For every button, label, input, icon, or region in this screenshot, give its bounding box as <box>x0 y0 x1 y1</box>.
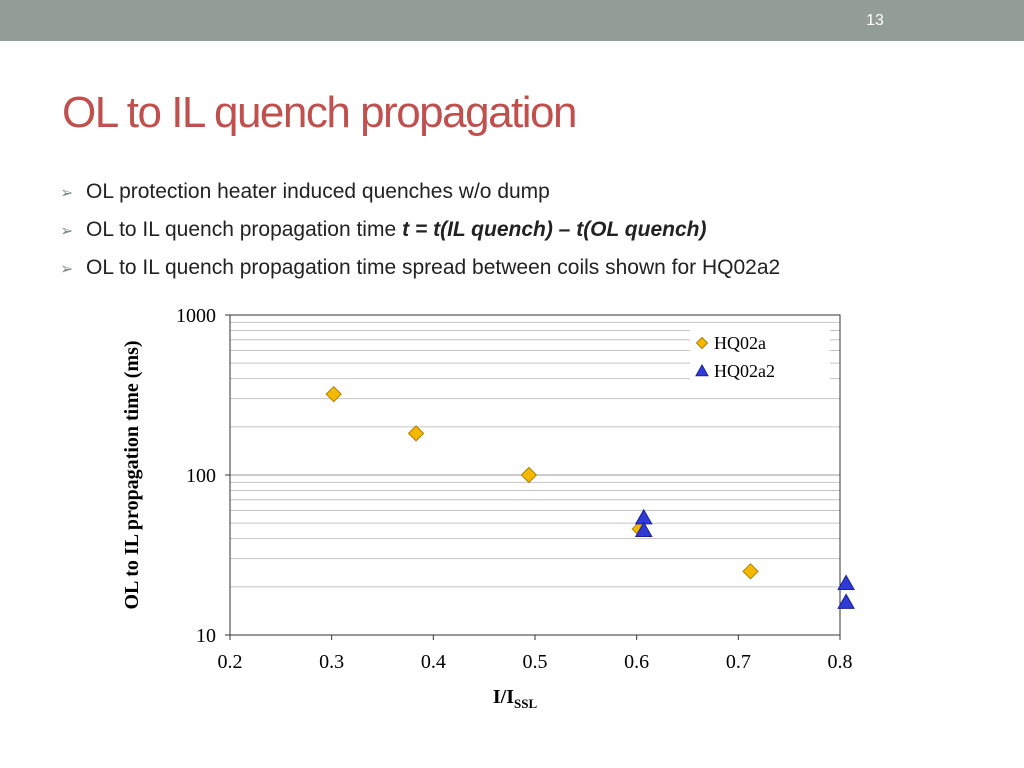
x-tick-label: 0.3 <box>319 651 344 673</box>
x-tick-label: 0.2 <box>218 651 243 673</box>
data-point <box>520 466 538 484</box>
bullet-item: ➢ OL to IL quench propagation time t = t… <box>60 218 786 256</box>
x-axis-label-subscript: SSL <box>514 696 537 710</box>
series-layer <box>325 385 855 609</box>
bullet-formula: t = t(IL quench) – t(OL quench) <box>402 218 707 241</box>
x-tick-label: 0.5 <box>523 651 548 673</box>
data-point <box>837 574 855 590</box>
bullet-text: OL protection heater induced quenches w/… <box>86 180 550 203</box>
legend-label: HQ02a2 <box>714 361 775 381</box>
data-point <box>634 521 653 537</box>
y-axis-label: OL to IL propagation time (ms) <box>121 340 143 609</box>
data-point <box>407 425 425 442</box>
y-tick-label: 10 <box>196 625 216 647</box>
top-bar <box>0 0 1024 41</box>
bullet-item: ➢ OL protection heater induced quenches … <box>60 180 786 218</box>
arrow-bullet-icon: ➢ <box>60 223 74 240</box>
legend-diamond-icon <box>695 336 709 350</box>
legend-triangle-icon <box>695 363 709 377</box>
tick-layer: 10 100 1000 0.2 0.3 0.4 0.5 0.6 0.7 0.8 <box>176 305 853 673</box>
data-point <box>742 563 759 580</box>
legend: HQ02a HQ02a2 <box>690 325 830 387</box>
x-axis-label: I/ISSL <box>493 686 538 710</box>
series-hq02a2 <box>634 508 855 609</box>
y-tick-label: 100 <box>186 465 216 487</box>
y-tick-label: 1000 <box>176 305 216 327</box>
data-point <box>325 385 342 403</box>
x-tick-label: 0.8 <box>828 651 853 673</box>
x-tick-label: 0.7 <box>726 651 751 673</box>
slide-title: OL to IL quench propagation <box>62 88 578 137</box>
legend-box <box>690 325 830 387</box>
slide-number: 13 <box>866 12 884 29</box>
x-axis-label-main: I/I <box>493 686 514 708</box>
x-tick-label: 0.4 <box>421 651 446 673</box>
bullet-text: OL to IL quench propagation time spread … <box>86 256 781 279</box>
arrow-bullet-icon: ➢ <box>60 261 74 278</box>
scatter-chart: 10 100 1000 0.2 0.3 0.4 0.5 0.6 0.7 0.8 HQ02a HQ02… <box>110 300 870 715</box>
bullet-list: ➢ OL protection heater induced quenches … <box>60 180 786 294</box>
data-point <box>837 593 855 609</box>
bullet-text: OL to IL quench propagation time <box>86 218 397 241</box>
bullet-item: ➢ OL to IL quench propagation time sprea… <box>60 256 786 294</box>
arrow-bullet-icon: ➢ <box>60 185 74 202</box>
legend-label: HQ02a <box>714 333 766 353</box>
x-tick-label: 0.6 <box>624 651 649 673</box>
